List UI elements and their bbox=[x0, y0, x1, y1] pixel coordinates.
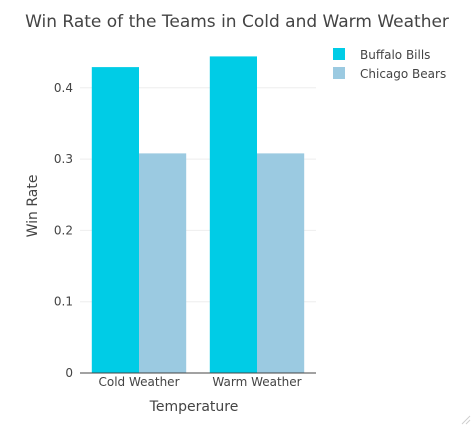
bar-buffalo-bills-warm-weather[interactable] bbox=[209, 56, 257, 374]
legend-label: Chicago Bears bbox=[360, 67, 446, 81]
bar-chicago-bears-cold-weather[interactable] bbox=[139, 153, 187, 373]
x-tick-label: Warm Weather bbox=[212, 375, 301, 389]
x-axis-title: Temperature bbox=[149, 399, 239, 415]
y-axis-title: Win Rate bbox=[25, 175, 41, 238]
y-tick-label: 0 bbox=[65, 366, 73, 380]
resize-handle-icon[interactable] bbox=[461, 415, 471, 425]
y-axis-ticks: 0 0.1 0.2 0.3 0.4 bbox=[54, 81, 73, 380]
legend[interactable]: Buffalo Bills Chicago Bears bbox=[333, 48, 446, 81]
y-tick-label: 0.2 bbox=[54, 223, 73, 237]
bar-buffalo-bills-cold-weather[interactable] bbox=[91, 67, 139, 374]
bars bbox=[91, 56, 305, 374]
y-tick-label: 0.3 bbox=[54, 152, 73, 166]
legend-label: Buffalo Bills bbox=[360, 48, 430, 62]
legend-swatch bbox=[333, 67, 345, 79]
legend-item-buffalo-bills[interactable]: Buffalo Bills bbox=[333, 48, 430, 62]
y-tick-label: 0.4 bbox=[54, 81, 73, 95]
y-tick-label: 0.1 bbox=[54, 295, 73, 309]
bar-chicago-bears-warm-weather[interactable] bbox=[257, 153, 305, 373]
x-tick-label: Cold Weather bbox=[98, 375, 179, 389]
chart-title: Win Rate of the Teams in Cold and Warm W… bbox=[25, 12, 449, 32]
x-axis-ticks: Cold Weather Warm Weather bbox=[98, 375, 301, 389]
legend-item-chicago-bears[interactable]: Chicago Bears bbox=[333, 67, 446, 81]
legend-swatch bbox=[333, 48, 345, 60]
